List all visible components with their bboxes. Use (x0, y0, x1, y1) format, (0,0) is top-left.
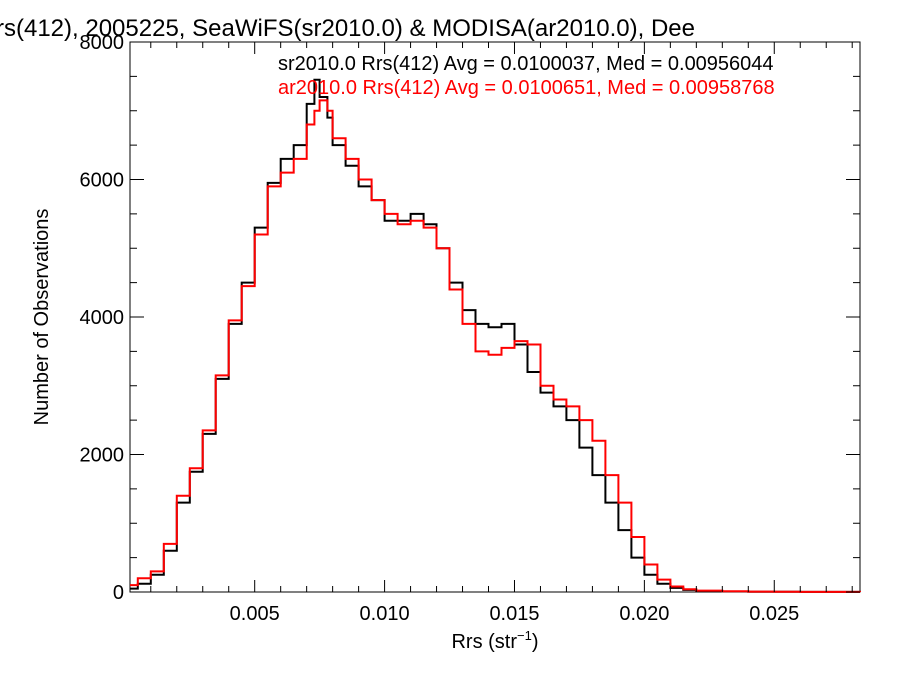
series-line-1 (130, 78, 861, 593)
y-tick-label: 8000 (80, 32, 125, 54)
y-tick-label: 0 (113, 582, 124, 604)
y-tick-label: 4000 (80, 307, 125, 329)
x-tick-label: 0.010 (360, 603, 410, 625)
y-axis: 0 2000 4000 6000 8000 (80, 32, 860, 604)
y-axis-title: Number of Observations (31, 209, 53, 426)
x-tick-label: 0.025 (749, 603, 799, 625)
plot-border (129, 41, 861, 593)
series-line-2 (130, 99, 861, 593)
legend-entry-2: ar2010.0 Rrs(412) Avg = 0.0100651, Med =… (278, 77, 775, 99)
plot-frame (129, 41, 861, 593)
chart-title: rs(412), 2005225, SeaWiFS(sr2010.0) & MO… (0, 15, 695, 42)
y-tick-label: 6000 (80, 170, 125, 192)
y-tick-label: 2000 (80, 445, 125, 467)
x-tick-label: 0.005 (230, 603, 280, 625)
legend-entry-1: sr2010.0 Rrs(412) Avg = 0.0100037, Med =… (278, 53, 774, 75)
x-tick-label: 0.015 (489, 603, 539, 625)
x-axis: 0.005 0.010 0.015 0.020 0.025 (150, 42, 853, 625)
legend: sr2010.0 Rrs(412) Avg = 0.0100037, Med =… (278, 53, 775, 99)
x-tick-label: 0.020 (619, 603, 669, 625)
x-axis-title: Rrs (str−1) (451, 628, 538, 653)
series-layer (130, 78, 861, 593)
